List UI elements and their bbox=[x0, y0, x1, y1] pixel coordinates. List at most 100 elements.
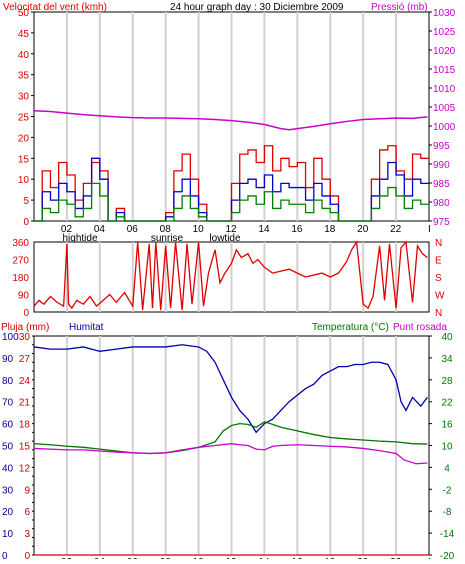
wind-series-line bbox=[34, 182, 429, 222]
humidity-y-tick-label: 10 bbox=[2, 529, 14, 540]
wind-direction-line bbox=[33, 240, 428, 311]
temperature-y-tick-label: -8 bbox=[443, 507, 452, 518]
wind-y-tick-label: 25 bbox=[18, 113, 30, 124]
compass-tick-label: S bbox=[435, 273, 442, 284]
compass-tick-label: E bbox=[435, 256, 442, 267]
temperature-series-line bbox=[33, 421, 428, 455]
rain-y-tick-label: 18 bbox=[19, 420, 31, 431]
humidity-y-tick-label: 20 bbox=[2, 507, 14, 518]
pressure-axis-label: Pressió (mb) bbox=[371, 2, 428, 13]
pressure-y-tick-label: 1020 bbox=[433, 46, 456, 57]
humidity-panel-ticks: 1009080706050403020100302724211815129630… bbox=[2, 332, 455, 562]
temperature-label: Temperatura (°C) bbox=[312, 322, 389, 333]
direction-y-tick-label: 360 bbox=[12, 238, 29, 249]
humidity-y-tick-label: 40 bbox=[2, 463, 14, 474]
hightide-label: hightide bbox=[62, 233, 97, 244]
wind-y-tick-label: 50 bbox=[18, 8, 30, 19]
sunrise-label: sunrise bbox=[151, 233, 184, 244]
temperature-y-tick-label: -14 bbox=[440, 529, 455, 540]
x-tick-label: 20 bbox=[357, 224, 369, 235]
pressure-y-tick-label: 1005 bbox=[433, 103, 456, 114]
x-tick-label: 04 bbox=[94, 224, 106, 235]
temperature-y-tick-label: 10 bbox=[441, 442, 453, 453]
temperature-y-tick-label: 4 bbox=[444, 463, 450, 474]
direction-y-tick-label: 270 bbox=[12, 256, 29, 267]
wind-panel-x-labels: 02 04 06 08 10 12 14 16 18 20 22 I bbox=[61, 224, 431, 235]
pressure-y-tick-label: 1030 bbox=[433, 8, 456, 19]
pressure-y-tick-label: 1010 bbox=[433, 84, 456, 95]
pressure-y-tick-label: 975 bbox=[433, 217, 450, 228]
pressure-y-tick-label: 1015 bbox=[433, 65, 456, 76]
pressure-y-tick-label: 1000 bbox=[433, 122, 456, 133]
rain-y-tick-label: 12 bbox=[19, 463, 31, 474]
humidity-panel-grid bbox=[65, 336, 398, 555]
temperature-y-tick-label: 16 bbox=[441, 420, 453, 431]
x-tick-label: 22 bbox=[390, 224, 402, 235]
wind-axis-label: Velocitat del vent (kmh) bbox=[3, 2, 107, 13]
x-tick-label: I bbox=[428, 224, 431, 235]
wind-y-tick-label: 30 bbox=[18, 92, 30, 103]
humidity-y-tick-label: 70 bbox=[2, 398, 14, 409]
wind-y-tick-label: 40 bbox=[18, 50, 30, 61]
compass-tick-label: N bbox=[435, 238, 442, 249]
pressure-y-tick-label: 985 bbox=[433, 179, 450, 190]
wind-y-tick-label: 20 bbox=[18, 133, 30, 144]
rain-y-tick-label: 9 bbox=[24, 485, 30, 496]
wind-y-tick-label: 10 bbox=[18, 175, 30, 186]
rain-y-tick-label: 0 bbox=[24, 551, 30, 559]
temperature-y-tick-label: -20 bbox=[440, 551, 455, 559]
rain-y-tick-label: 21 bbox=[19, 398, 31, 409]
compass-tick-label: N bbox=[435, 308, 442, 319]
humidity-temp-panel: 1009080706050403020100302724211815129630… bbox=[2, 332, 455, 562]
x-tick-label: 16 bbox=[291, 224, 303, 235]
temperature-y-tick-label: 28 bbox=[441, 376, 453, 387]
rain-y-tick-label: 3 bbox=[24, 529, 30, 540]
humidity-y-tick-label: 100 bbox=[2, 332, 19, 343]
rain-y-tick-label: 15 bbox=[19, 442, 31, 453]
wind-panel-ticks: 0510152025303540455097598098599099510001… bbox=[18, 8, 456, 228]
x-tick-label: 02 bbox=[61, 224, 73, 235]
direction-y-tick-label: 0 bbox=[23, 308, 29, 319]
temperature-y-tick-label: 34 bbox=[441, 354, 453, 365]
pressure-y-tick-label: 1025 bbox=[433, 27, 456, 38]
direction-y-tick-label: 90 bbox=[18, 291, 30, 302]
direction-panel-series bbox=[33, 240, 428, 311]
pressure-y-tick-label: 980 bbox=[433, 198, 450, 209]
humidity-y-tick-label: 90 bbox=[2, 354, 14, 365]
pressure-y-tick-label: 995 bbox=[433, 141, 450, 152]
x-tick-label: 14 bbox=[258, 224, 270, 235]
direction-y-tick-label: 180 bbox=[12, 273, 29, 284]
rain-y-tick-label: 24 bbox=[19, 376, 31, 387]
rain-y-tick-label: 27 bbox=[19, 354, 31, 365]
pressure-series-line bbox=[33, 110, 428, 131]
humidity-y-tick-label: 50 bbox=[2, 442, 14, 453]
wind-y-tick-label: 0 bbox=[23, 217, 29, 228]
humidity-y-tick-label: 60 bbox=[2, 420, 14, 431]
compass-tick-label: W bbox=[435, 291, 445, 302]
humidity-y-tick-label: 30 bbox=[2, 485, 14, 496]
wind-panel-series bbox=[33, 110, 429, 222]
humidity-series-line bbox=[33, 344, 428, 434]
rain-y-tick-label: 30 bbox=[19, 332, 31, 343]
humidity-y-tick-label: 0 bbox=[2, 551, 8, 559]
wind-y-tick-label: 5 bbox=[23, 196, 29, 207]
lowtide-label: lowtide bbox=[209, 233, 241, 244]
temperature-y-tick-label: 22 bbox=[441, 398, 453, 409]
dew-point-series-line bbox=[33, 443, 428, 465]
wind-pressure-panel: 0510152025303540455097598098599099510001… bbox=[18, 8, 456, 228]
humidity-label: Humitat bbox=[69, 322, 104, 333]
wind-y-tick-label: 35 bbox=[18, 71, 30, 82]
rain-y-tick-label: 6 bbox=[24, 507, 30, 518]
wind-y-tick-label: 45 bbox=[18, 29, 30, 40]
x-tick-label: 10 bbox=[193, 224, 205, 235]
dew-point-label: Punt rosada bbox=[393, 322, 447, 333]
wind-y-tick-label: 15 bbox=[18, 154, 30, 165]
x-tick-label: 06 bbox=[127, 224, 139, 235]
graph-title: 24 hour graph day : 30 Diciembre 2009 bbox=[170, 2, 344, 13]
temperature-y-tick-label: -2 bbox=[443, 485, 452, 496]
humidity-y-tick-label: 80 bbox=[2, 376, 14, 387]
humidity-panel-series bbox=[33, 344, 429, 556]
pressure-y-tick-label: 990 bbox=[433, 160, 450, 171]
